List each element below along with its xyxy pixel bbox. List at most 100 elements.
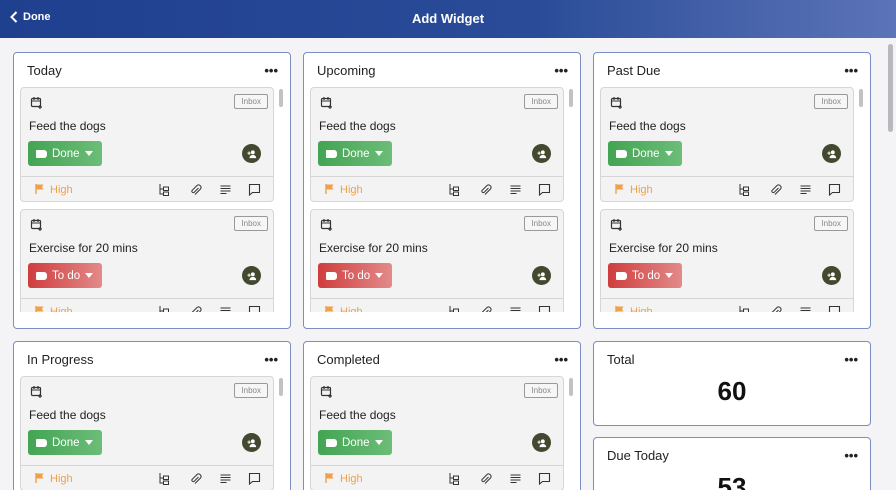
list-badge[interactable]: Inbox [814,94,848,109]
status-dropdown[interactable]: Done [318,430,392,455]
priority-button[interactable]: High [35,305,73,312]
task-name[interactable]: Feed the dogs [609,119,686,133]
task-name[interactable]: Feed the dogs [319,119,396,133]
notes-icon[interactable] [799,183,812,196]
assign-user-icon[interactable] [532,266,551,285]
subtask-icon[interactable] [448,305,461,312]
comment-icon[interactable] [248,305,261,312]
attachment-icon[interactable] [479,183,492,196]
task-card[interactable]: Inbox Exercise for 20 mins To do High [310,209,564,312]
status-dropdown[interactable]: Done [28,141,102,166]
widget-scrollbar[interactable] [859,89,863,107]
status-dropdown[interactable]: To do [318,263,393,288]
assign-user-icon[interactable] [822,144,841,163]
comment-icon[interactable] [828,305,841,312]
subtask-icon[interactable] [158,472,171,485]
task-name[interactable]: Feed the dogs [29,119,106,133]
done-back-button[interactable]: Done [10,11,51,23]
more-options-icon[interactable]: ••• [264,351,278,367]
task-card[interactable]: Inbox Feed the dogs Done High [20,87,274,202]
priority-button[interactable]: High [615,183,653,197]
more-options-icon[interactable]: ••• [554,351,568,367]
subtask-icon[interactable] [448,472,461,485]
status-dropdown[interactable]: Done [608,141,682,166]
list-badge[interactable]: Inbox [524,216,558,231]
calendar-add-icon[interactable] [320,218,333,231]
attachment-icon[interactable] [479,305,492,312]
priority-button[interactable]: High [325,183,363,197]
more-options-icon[interactable]: ••• [264,62,278,78]
widget-scrollbar[interactable] [569,89,573,107]
task-card[interactable]: Inbox Feed the dogs Done High [310,87,564,202]
attachment-icon[interactable] [769,183,782,196]
subtask-icon[interactable] [738,305,751,312]
calendar-add-icon[interactable] [30,96,43,109]
list-badge[interactable]: Inbox [234,94,268,109]
calendar-add-icon[interactable] [30,385,43,398]
subtask-icon[interactable] [158,305,171,312]
calendar-add-icon[interactable] [610,96,623,109]
more-options-icon[interactable]: ••• [844,351,858,367]
priority-button[interactable]: High [615,305,653,312]
comment-icon[interactable] [248,472,261,486]
calendar-add-icon[interactable] [320,96,333,109]
widget-scrollbar[interactable] [569,378,573,396]
comment-icon[interactable] [538,183,551,197]
more-options-icon[interactable]: ••• [844,62,858,78]
list-badge[interactable]: Inbox [234,216,268,231]
list-badge[interactable]: Inbox [814,216,848,231]
notes-icon[interactable] [219,472,232,485]
list-badge[interactable]: Inbox [524,94,558,109]
notes-icon[interactable] [509,305,522,312]
notes-icon[interactable] [509,472,522,485]
calendar-add-icon[interactable] [30,218,43,231]
task-name[interactable]: Feed the dogs [319,408,396,422]
task-card[interactable]: Inbox Exercise for 20 mins To do High [20,209,274,312]
attachment-icon[interactable] [479,472,492,485]
more-options-icon[interactable]: ••• [554,62,568,78]
status-dropdown[interactable]: Done [28,430,102,455]
status-dropdown[interactable]: To do [28,263,103,288]
page-scrollbar[interactable] [888,44,893,132]
subtask-icon[interactable] [448,183,461,196]
task-card[interactable]: Inbox Feed the dogs Done High [20,376,274,490]
attachment-icon[interactable] [189,305,202,312]
calendar-add-icon[interactable] [320,385,333,398]
comment-icon[interactable] [248,183,261,197]
task-name[interactable]: Feed the dogs [29,408,106,422]
assign-user-icon[interactable] [532,433,551,452]
task-name[interactable]: Exercise for 20 mins [29,241,138,255]
priority-button[interactable]: High [325,305,363,312]
notes-icon[interactable] [219,183,232,196]
assign-user-icon[interactable] [532,144,551,163]
comment-icon[interactable] [538,305,551,312]
widget-scrollbar[interactable] [279,89,283,107]
priority-button[interactable]: High [35,183,73,197]
assign-user-icon[interactable] [242,266,261,285]
task-card[interactable]: Inbox Exercise for 20 mins To do High [600,209,854,312]
attachment-icon[interactable] [189,472,202,485]
attachment-icon[interactable] [769,305,782,312]
task-name[interactable]: Exercise for 20 mins [319,241,428,255]
priority-button[interactable]: High [325,472,363,486]
notes-icon[interactable] [799,305,812,312]
assign-user-icon[interactable] [822,266,841,285]
task-card[interactable]: Inbox Feed the dogs Done High [600,87,854,202]
assign-user-icon[interactable] [242,144,261,163]
status-dropdown[interactable]: Done [318,141,392,166]
status-dropdown[interactable]: To do [608,263,683,288]
widget-scrollbar[interactable] [279,378,283,396]
more-options-icon[interactable]: ••• [844,447,858,463]
notes-icon[interactable] [509,183,522,196]
comment-icon[interactable] [538,472,551,486]
notes-icon[interactable] [219,305,232,312]
assign-user-icon[interactable] [242,433,261,452]
subtask-icon[interactable] [158,183,171,196]
comment-icon[interactable] [828,183,841,197]
list-badge[interactable]: Inbox [234,383,268,398]
task-card[interactable]: Inbox Feed the dogs Done High [310,376,564,490]
calendar-add-icon[interactable] [610,218,623,231]
attachment-icon[interactable] [189,183,202,196]
priority-button[interactable]: High [35,472,73,486]
task-name[interactable]: Exercise for 20 mins [609,241,718,255]
